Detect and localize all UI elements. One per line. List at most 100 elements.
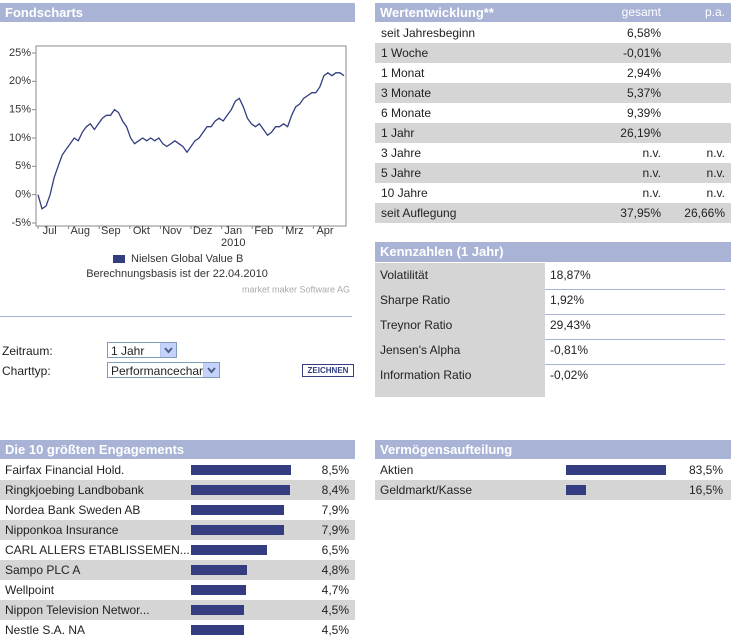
row-label: 1 Monat <box>381 66 425 80</box>
select[interactable]: Performancechart <box>107 362 220 378</box>
footnote: Berechnungsbasis ist der 22.04.2010 <box>86 268 268 280</box>
panel-header: Die 10 größten Engagements <box>0 440 355 459</box>
label-column <box>375 263 545 397</box>
row-label: Information Ratio <box>380 368 472 382</box>
panel-header: Wertentwicklung** gesamt p.a. <box>375 3 731 22</box>
row-label: 5 Jahre <box>381 166 422 180</box>
cell: 1,92% <box>550 293 585 307</box>
panel-header: Kennzahlen (1 Jahr) <box>375 242 731 262</box>
row-label: 1 Jahr <box>381 126 415 140</box>
x-tick-label: Jan <box>224 225 242 237</box>
value-label: 4,5% <box>321 603 349 617</box>
table-row: 1 Jahr 26,19% <box>375 123 731 143</box>
y-tick-label: 25% <box>9 47 31 59</box>
cell: -0,01% <box>622 46 661 60</box>
bar <box>191 625 244 635</box>
plot-area <box>35 45 347 227</box>
bar <box>191 485 290 495</box>
x-tick-label: Dez <box>193 225 213 237</box>
table-row: Aktien 83,5% <box>375 460 731 480</box>
bar <box>191 505 284 515</box>
cell: 18,87% <box>550 268 591 282</box>
value-label: 83,5% <box>688 463 723 477</box>
table-row: CARL ALLERS ETABLISSEMEN... 6,5% <box>0 540 355 560</box>
label: Charttyp: <box>2 364 51 378</box>
row-label: Aktien <box>380 463 414 477</box>
bar <box>191 545 268 555</box>
table-row: Nordea Bank Sweden AB 7,9% <box>0 500 355 520</box>
row-label: Geldmarkt/Kasse <box>380 483 473 497</box>
bar <box>191 565 248 575</box>
panel-header: Fondscharts <box>0 3 355 22</box>
bar <box>191 465 291 475</box>
y-tick-label: 5% <box>15 160 31 172</box>
dropdown-arrow[interactable] <box>160 343 176 357</box>
x-tick-label: Okt <box>133 225 150 237</box>
row-label: Nestle S.A. NA <box>5 623 86 637</box>
cell: 2,94% <box>626 66 661 80</box>
table-row: seit Auflegung 37,95% 26,66% <box>375 203 731 223</box>
value-label: 4,5% <box>321 623 349 637</box>
row-label: Fairfax Financial Hold. <box>5 463 125 477</box>
cell: n.v. <box>642 166 661 180</box>
cell: -0,81% <box>550 343 589 357</box>
row-label: Volatilität <box>380 268 429 282</box>
cell: n.v. <box>642 146 661 160</box>
select[interactable]: 1 Jahr <box>107 342 177 358</box>
value-label: 8,5% <box>321 463 349 477</box>
x-tick-label: Sep <box>101 225 121 237</box>
y-tick-label: 15% <box>9 104 31 116</box>
row-divider <box>545 289 725 290</box>
y-tick-label: -5% <box>11 217 31 229</box>
cell: 6,58% <box>626 26 661 40</box>
dropdown-arrow[interactable] <box>203 363 219 377</box>
table-row: Nipponkoa Insurance 7,9% <box>0 520 355 540</box>
cell: 26,19% <box>620 126 661 140</box>
row-label: Nipponkoa Insurance <box>5 523 119 537</box>
bar <box>191 525 284 535</box>
value-label: 7,9% <box>321 523 349 537</box>
cell: 5,37% <box>626 86 661 100</box>
table-row: 10 Jahre n.v. n.v. <box>375 183 731 203</box>
table-row: Sampo PLC A 4,8% <box>0 560 355 580</box>
bar <box>191 605 244 615</box>
row-label: 3 Monate <box>381 86 432 100</box>
row-label: 6 Monate <box>381 106 432 120</box>
cell: n.v. <box>706 186 725 200</box>
cell: 37,95% <box>620 206 661 220</box>
row-label: CARL ALLERS ETABLISSEMEN... <box>5 543 190 557</box>
bar <box>566 465 666 475</box>
header-title: Wertentwicklung** <box>380 5 494 20</box>
column-header: gesamt <box>621 5 661 19</box>
table-row: Fairfax Financial Hold. 8,5% <box>0 460 355 480</box>
row-label: Ringkjoebing Landbobank <box>5 483 144 497</box>
row-divider <box>545 364 725 365</box>
line <box>37 71 345 210</box>
table-row: seit Jahresbeginn 6,58% <box>375 23 731 43</box>
row-label: 10 Jahre <box>381 186 428 200</box>
y-tick-label: 10% <box>9 132 31 144</box>
row-label: Treynor Ratio <box>380 318 453 332</box>
row-label: 1 Woche <box>381 46 429 60</box>
table-row: 6 Monate 9,39% <box>375 103 731 123</box>
select-value: 1 Jahr <box>111 344 145 358</box>
value-label: 4,7% <box>321 583 349 597</box>
row-divider <box>545 339 725 340</box>
cell: 9,39% <box>626 106 661 120</box>
table-row: 3 Jahre n.v. n.v. <box>375 143 731 163</box>
table-row: 5 Jahre n.v. n.v. <box>375 163 731 183</box>
value-label: 4,8% <box>321 563 349 577</box>
value-label: 6,5% <box>321 543 349 557</box>
table-row: 1 Woche -0,01% <box>375 43 731 63</box>
select-value: Performancechart <box>111 364 207 378</box>
bar <box>191 585 247 595</box>
table-row: Nestle S.A. NA 4,5% <box>0 620 355 640</box>
button[interactable]: ZEICHNEN <box>302 364 354 377</box>
cell: n.v. <box>706 146 725 160</box>
x-tick-label: Jul <box>43 225 57 237</box>
panel-header: Vermögensaufteilung <box>375 440 731 459</box>
cell: n.v. <box>642 186 661 200</box>
row-label: Wellpoint <box>5 583 55 597</box>
row-label: seit Jahresbeginn <box>381 26 476 40</box>
value-label: 7,9% <box>321 503 349 517</box>
